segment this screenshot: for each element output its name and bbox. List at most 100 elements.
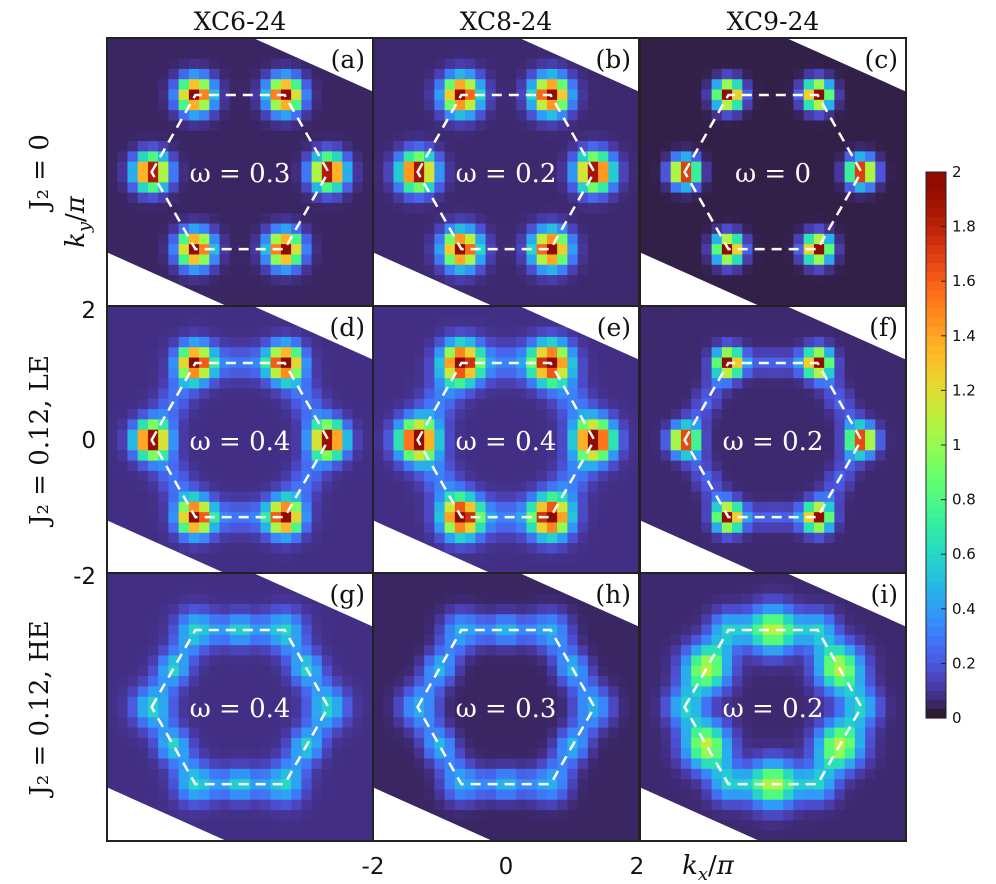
heat-cell (117, 768, 129, 780)
heat-cell (291, 707, 302, 718)
heat-cell (813, 141, 825, 152)
heat-cell (168, 460, 180, 472)
heat-cell (219, 213, 231, 225)
heat-cell (536, 398, 548, 410)
heat-cell (291, 429, 302, 441)
heat-cell (424, 655, 435, 667)
heat-cell (240, 707, 251, 718)
heat-cell (711, 233, 723, 245)
heat-cell (495, 378, 507, 390)
heat-cell (250, 799, 262, 811)
heat-cell (383, 202, 395, 214)
heat-cell (557, 58, 568, 70)
heat-cell (403, 141, 415, 152)
heat-cell (844, 151, 856, 163)
heat-cell (383, 192, 395, 204)
heat-cell (403, 130, 415, 142)
heat-cell (701, 388, 713, 400)
heat-cell (352, 727, 364, 739)
heat-cell (628, 151, 639, 163)
heat-cell (854, 275, 866, 286)
heat-cell (793, 316, 805, 328)
heat-cell (670, 440, 682, 451)
heat-cell (444, 450, 456, 462)
panel-f: (f)ω = 0.2 (639, 305, 907, 575)
heat-cell (229, 336, 241, 348)
heat-cell (587, 532, 599, 544)
heat-cell (742, 553, 754, 565)
heat-cell (650, 99, 662, 111)
heat-cell (546, 367, 558, 379)
heat-cell (546, 481, 558, 493)
heat-cell (567, 244, 579, 256)
heat-cell (587, 481, 599, 493)
heat-cell (844, 398, 856, 410)
heat-cell (454, 275, 466, 286)
heat-cell (526, 501, 538, 513)
heat-cell (311, 409, 323, 420)
heat-cell (752, 99, 764, 111)
heat-cell (147, 316, 159, 328)
heat-cell (485, 563, 497, 574)
heat-cell (670, 151, 682, 163)
heat-cell (301, 810, 313, 821)
heat-cell (270, 409, 282, 420)
heat-cell (373, 419, 384, 431)
heat-cell (670, 388, 682, 400)
heat-cell (506, 120, 517, 132)
heat-cell (393, 68, 405, 80)
heat-cell (844, 429, 856, 441)
heat-cell (209, 58, 221, 70)
heat-cell (618, 120, 630, 132)
heat-cell (107, 758, 118, 770)
heat-cell (209, 583, 221, 595)
heat-cell (526, 336, 538, 348)
heat-cell (147, 603, 159, 615)
heat-cell (650, 68, 662, 80)
heat-cell (773, 213, 784, 225)
heat-cell (598, 357, 609, 369)
heat-cell (403, 38, 415, 49)
heat-cell (434, 522, 446, 534)
heat-cell (342, 161, 354, 173)
heat-cell (352, 409, 364, 420)
heat-cell (865, 357, 876, 369)
heat-cell (752, 306, 764, 317)
heat-cell (332, 79, 343, 91)
heat-cell (495, 295, 507, 306)
heat-cell (854, 419, 866, 431)
heat-cell (454, 213, 466, 225)
heat-cell (670, 522, 682, 534)
heat-cell (526, 512, 538, 524)
heat-cell (803, 367, 815, 379)
heat-cell (454, 367, 466, 379)
heat-cell (352, 634, 364, 646)
heat-cell (783, 553, 795, 565)
heat-cell (117, 326, 129, 338)
heat-cell (557, 563, 568, 574)
heat-cell (854, 460, 866, 472)
heat-cell (127, 306, 139, 317)
heat-cell (127, 130, 139, 142)
heat-cell (557, 409, 568, 420)
heat-cell (199, 810, 210, 821)
heat-cell (403, 593, 415, 605)
heat-cell (608, 460, 620, 472)
heat-cell (403, 213, 415, 225)
heat-cell (270, 182, 282, 194)
heat-cell (168, 347, 180, 359)
heat-cell (691, 347, 702, 359)
heat-cell (660, 202, 672, 214)
heat-cell (199, 450, 210, 462)
heat-cell (240, 491, 251, 503)
heat-cell (199, 244, 210, 256)
heat-cell (495, 326, 507, 338)
heat-cell (516, 192, 528, 204)
heat-cell (424, 161, 435, 173)
heat-cell (424, 182, 435, 194)
heat-cell (721, 501, 733, 513)
heat-cell (721, 130, 733, 142)
heat-cell (362, 285, 373, 297)
heat-cell (229, 182, 241, 194)
heat-cell (209, 192, 221, 204)
